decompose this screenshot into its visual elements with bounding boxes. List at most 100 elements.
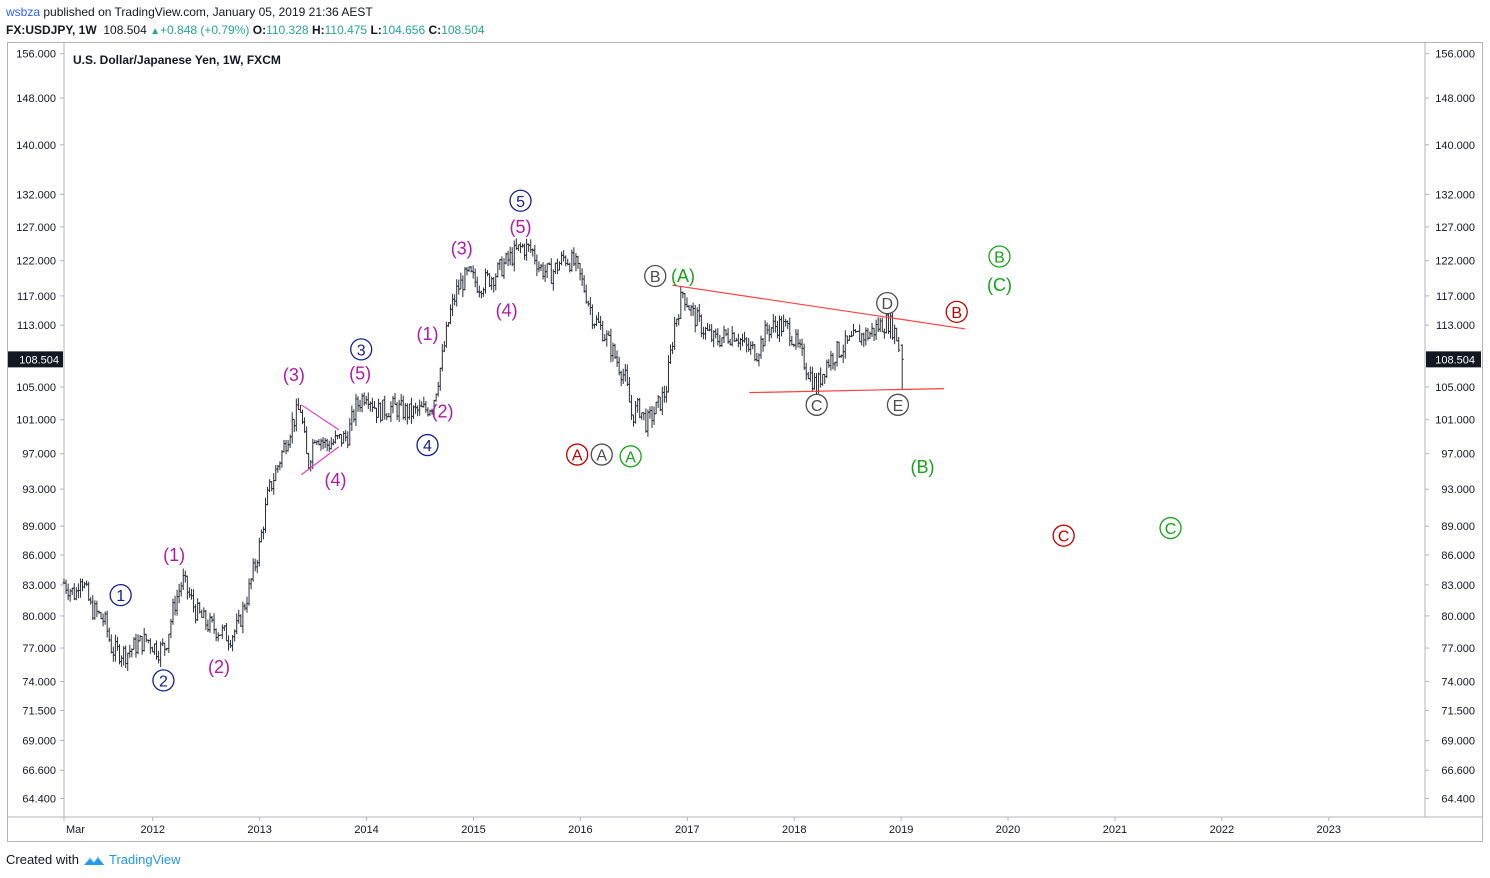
open-label: O: [252, 23, 267, 37]
wave-label-circle [886, 393, 910, 416]
y-tick-label: 71.500 [22, 705, 56, 717]
wave-label: (A) [671, 266, 695, 286]
y-tick-label: 117.000 [17, 291, 56, 303]
wave-label: B [650, 269, 661, 286]
last-price: 108.504 [103, 23, 147, 37]
y-tick-label: 83.000 [22, 580, 56, 592]
y-tick-label: 80.000 [22, 611, 56, 623]
wave-label: (1) [417, 324, 439, 344]
x-tick-label: 2022 [1210, 824, 1234, 836]
y-tick-label: 77.000 [22, 643, 56, 655]
x-tick-label: 2021 [1103, 824, 1127, 836]
published-text: published on TradingView.com, January 05… [43, 5, 373, 19]
y-tick-label: 127.000 [16, 222, 56, 234]
y-tick-label: 93.000 [22, 484, 56, 496]
wave-label: C [811, 398, 823, 415]
low-label: L: [370, 23, 382, 37]
wave-label-circle [152, 669, 175, 692]
x-tick-label: 2014 [354, 824, 378, 836]
wave-label-circle [509, 189, 532, 212]
author-link[interactable]: wsbza [6, 5, 41, 19]
y-tick-label: 64.400 [22, 793, 56, 805]
y-tick-label: 89.000 [1441, 521, 1475, 533]
wave-label: (2) [431, 401, 453, 421]
x-tick-label: 2015 [461, 824, 485, 836]
y-tick-label: 77.000 [1441, 643, 1475, 655]
wave-label: (3) [451, 238, 473, 258]
y-tick-label: 148.000 [16, 93, 56, 105]
y-tick-label: 132.000 [16, 189, 56, 201]
wave-label-circle [590, 443, 613, 466]
y-tick-label: 101.000 [16, 415, 56, 427]
trendlines [300, 284, 966, 476]
x-tick-label: Mar [66, 824, 85, 836]
wave-label: (2) [208, 657, 230, 677]
wave-label: B [994, 250, 1005, 267]
y-tick-label: 64.400 [1441, 793, 1475, 805]
up-arrow-icon: ▲ [150, 26, 160, 37]
y-tick-label: 97.000 [22, 449, 56, 461]
wave-label: B [951, 305, 962, 322]
wave-label: A [572, 448, 583, 465]
close-value: 108.504 [441, 23, 485, 37]
y-tick-label: 122.000 [16, 256, 56, 268]
wave-label: (1) [163, 545, 185, 565]
wave-label: A [596, 448, 607, 465]
y-tick-label: 74.000 [1441, 677, 1475, 689]
wave-label-circle [876, 291, 899, 315]
y-tick-label: 156.000 [1435, 49, 1475, 61]
last-price-tag-left [8, 351, 63, 368]
y-tick-label: 113.000 [1436, 320, 1475, 332]
trendline [300, 446, 340, 476]
chart-frame[interactable] [7, 42, 1483, 842]
y-tick-label: 97.000 [1441, 449, 1475, 461]
y-tick-label: 148.000 [1435, 93, 1475, 105]
high-value: 110.475 [324, 23, 368, 37]
wave-label-circle [619, 445, 642, 468]
wave-label-circle [988, 245, 1011, 268]
x-tick-label: 2012 [140, 824, 164, 836]
tradingview-brand[interactable]: TradingView [108, 852, 181, 867]
chart-title: U.S. Dollar/Japanese Yen, 1W, FXCM [73, 53, 281, 67]
high-label: H: [311, 23, 325, 37]
y-tick-label: 66.600 [22, 765, 56, 777]
y-tick-label: 86.000 [1441, 550, 1475, 562]
y-tick-label: 156.000 [16, 49, 56, 61]
wave-label: E [893, 398, 904, 415]
publish-info: wsbza published on TradingView.com, Janu… [6, 5, 373, 19]
wave-label: (3) [283, 365, 305, 385]
y-tick-label: 140.000 [1435, 140, 1475, 152]
wave-label: D [881, 296, 893, 313]
x-tick-label: 2019 [889, 824, 913, 836]
wave-label: C [1058, 529, 1070, 546]
last-price-tag-right [1426, 351, 1481, 368]
wave-label: C [1165, 521, 1177, 538]
wave-label: 5 [516, 194, 525, 211]
x-tick-label: 2017 [675, 824, 699, 836]
y-tick-label: 140.000 [16, 140, 56, 152]
x-tick-label: 2018 [782, 824, 806, 836]
trendline [672, 284, 966, 330]
y-tick-label: 74.000 [22, 677, 56, 689]
y-tick-label: 113.000 [17, 320, 56, 332]
last-price-tag-text: 108.504 [1435, 354, 1475, 366]
wave-label: (4) [496, 300, 518, 320]
wave-label-circle [109, 583, 132, 607]
wave-label: (5) [349, 363, 371, 383]
wave-label: 4 [423, 438, 432, 455]
ohlc-bars [62, 238, 904, 672]
y-tick-label: 83.000 [1441, 580, 1475, 592]
low-value: 104.656 [381, 23, 426, 37]
y-tick-label: 105.000 [16, 382, 56, 394]
wave-label: 3 [357, 342, 366, 359]
wave-labels: 12(1)(2)(3)(4)3(5)4(1)(2)(3)(4)5(5)A A AB(… [109, 189, 1182, 692]
y-tick-label: 86.000 [22, 550, 56, 562]
symbol-label: FX:USDJPY, 1W [6, 23, 97, 37]
y-tick-label: 69.000 [22, 735, 56, 747]
y-tick-label: 89.000 [22, 521, 56, 533]
wave-label: A [625, 449, 636, 466]
created-with-text: Created with [6, 852, 79, 867]
footer: Created with TradingView [6, 852, 181, 867]
y-tick-label: 101.000 [1435, 415, 1475, 427]
